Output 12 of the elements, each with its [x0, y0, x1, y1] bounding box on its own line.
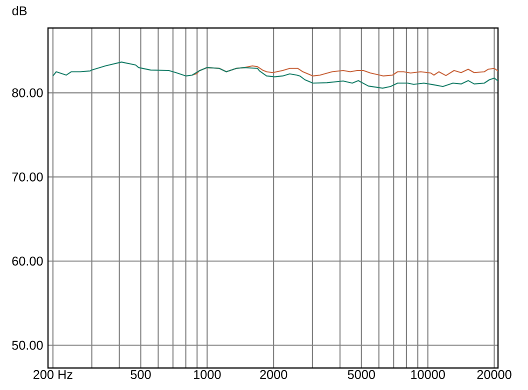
x-tick-label: 2000: [260, 370, 288, 380]
x-tick-label: 10000: [411, 370, 445, 380]
x-tick-label: 200 Hz: [33, 370, 72, 380]
y-tick-label: 60.00: [12, 256, 43, 266]
x-tick-label: 5000: [348, 370, 375, 380]
x-tick-label: 500: [130, 370, 151, 380]
x-tick-label: 1000: [194, 370, 221, 380]
y-tick-label: 50.00: [12, 340, 43, 350]
y-axis-title: dB: [12, 6, 27, 16]
y-tick-label: 70.00: [12, 172, 43, 182]
x-tick-label: 20000: [477, 370, 512, 380]
y-tick-label: 80.00: [12, 88, 43, 98]
